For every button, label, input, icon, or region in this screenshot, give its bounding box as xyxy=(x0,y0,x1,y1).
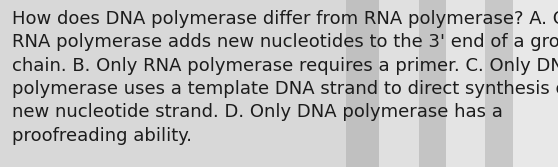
Bar xyxy=(418,0,446,167)
Bar xyxy=(379,0,418,167)
Bar xyxy=(485,0,513,167)
Bar xyxy=(346,0,379,167)
Text: How does DNA polymerase differ from RNA polymerase? A. Only
RNA polymerase adds : How does DNA polymerase differ from RNA … xyxy=(12,10,558,145)
Bar xyxy=(513,0,558,167)
Bar xyxy=(0,0,346,167)
Bar xyxy=(446,0,485,167)
